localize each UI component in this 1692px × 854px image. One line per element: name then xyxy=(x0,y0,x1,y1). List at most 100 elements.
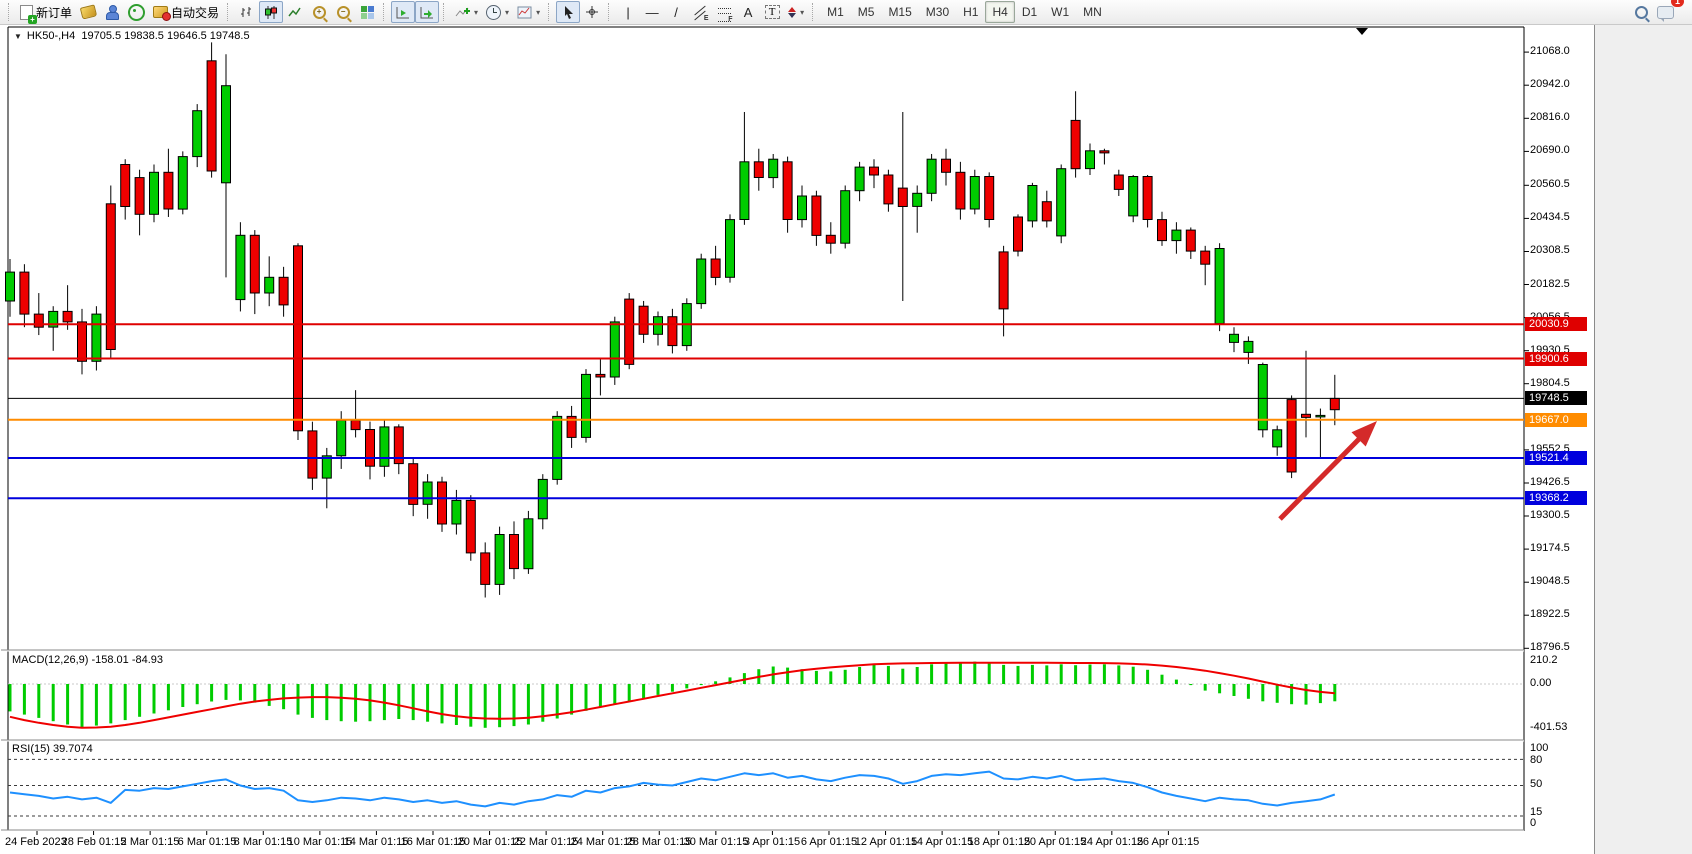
candle xyxy=(62,310,73,323)
candle xyxy=(1157,219,1167,242)
candle xyxy=(581,373,591,438)
candle xyxy=(811,195,822,236)
auto-scroll-button[interactable] xyxy=(391,1,416,23)
clock-icon xyxy=(486,4,502,20)
tf-button-MN[interactable]: MN xyxy=(1083,5,1102,19)
candle xyxy=(408,463,419,505)
line-chart-button[interactable] xyxy=(283,1,307,23)
candle xyxy=(480,552,491,585)
cursor-tool-button[interactable] xyxy=(556,1,581,23)
candle xyxy=(1056,168,1067,237)
tf-button-M1[interactable]: M1 xyxy=(827,5,844,19)
macd-scale-label: 210.2 xyxy=(1530,654,1558,666)
candle xyxy=(1027,185,1038,222)
candle xyxy=(1200,250,1211,265)
auto-trading-label: 自动交易 xyxy=(171,5,220,20)
candle xyxy=(869,166,879,176)
horizontal-line-tool-button[interactable]: — xyxy=(640,1,664,23)
tile-windows-button[interactable] xyxy=(355,1,379,23)
date-label: 14 Apr 01:15 xyxy=(910,836,974,848)
chart-shift-button[interactable] xyxy=(415,1,440,23)
search-button[interactable] xyxy=(1629,1,1653,23)
price-tag-19900.6: 19900.6 xyxy=(1525,352,1587,366)
new-order-icon: + xyxy=(20,4,37,24)
crosshair-tool-button[interactable] xyxy=(580,1,604,23)
signals-button[interactable] xyxy=(124,1,149,23)
price-tick: 20434.5 xyxy=(1530,211,1570,223)
candle xyxy=(1301,413,1311,418)
trendline-tool-button[interactable]: / xyxy=(664,1,688,23)
channel-tool-button[interactable]: E xyxy=(688,1,712,23)
candle xyxy=(1113,174,1124,190)
signal-icon xyxy=(128,3,146,21)
price-tick: 20182.5 xyxy=(1530,278,1570,290)
dropdown-caret-icon: ▾ xyxy=(474,7,479,17)
experts-button[interactable] xyxy=(100,1,124,23)
workspace-background xyxy=(1596,25,1692,854)
candle xyxy=(883,174,894,205)
dropdown-caret-icon: ▾ xyxy=(505,7,510,17)
price-tick: 20308.5 xyxy=(1530,244,1570,256)
candle xyxy=(48,310,59,328)
candle xyxy=(998,251,1009,310)
tf-button-H4[interactable]: H4 xyxy=(985,1,1015,23)
tf-button-M5[interactable]: M5 xyxy=(857,5,875,19)
fibonacci-tool-button[interactable]: F xyxy=(712,1,736,23)
text-icon: A xyxy=(743,4,753,20)
expand-triangle-icon[interactable]: ▼ xyxy=(14,32,22,41)
candle xyxy=(307,430,318,479)
tf-button-H1[interactable]: H1 xyxy=(963,5,979,19)
vertical-line-tool-button[interactable]: | xyxy=(616,1,640,23)
candle xyxy=(1214,248,1225,325)
dropdown-caret-icon: ▾ xyxy=(536,7,541,17)
candle xyxy=(768,158,779,179)
price-tick: 19426.5 xyxy=(1530,476,1570,488)
candle xyxy=(854,166,865,192)
toolbar: + 新订单 自动交易 + − ▾ ▾ xyxy=(0,0,1692,25)
date-label: 18 Apr 01:15 xyxy=(967,836,1031,848)
price-tag-19521.4: 19521.4 xyxy=(1525,451,1587,465)
trendline-icon: / xyxy=(674,4,678,20)
templates-button[interactable]: ▾ xyxy=(513,1,544,23)
candle xyxy=(393,426,404,465)
rsi-scale-label: 15 xyxy=(1530,806,1543,818)
periods-button[interactable]: ▾ xyxy=(482,1,513,23)
bar-chart-button[interactable] xyxy=(235,1,259,23)
candle xyxy=(624,298,635,365)
candle xyxy=(509,534,519,570)
notifications-button[interactable]: 1 xyxy=(1653,0,1684,23)
text-label-tool-button[interactable]: T xyxy=(760,1,784,23)
zoom-in-button[interactable]: + xyxy=(307,1,331,23)
candle xyxy=(782,161,793,221)
text-tool-button[interactable]: A xyxy=(736,1,760,23)
arrows-tool-button[interactable]: ▾ xyxy=(784,1,808,23)
macd-signal-line xyxy=(9,661,1335,729)
toolbar-grip xyxy=(443,3,447,21)
date-label: 24 Apr 01:15 xyxy=(1080,836,1144,848)
tf-button-M30[interactable]: M30 xyxy=(925,5,950,19)
date-label: 20 Mar 01:15 xyxy=(457,836,523,848)
candle xyxy=(609,321,620,378)
indicators-button[interactable]: ▾ xyxy=(451,1,482,23)
price-tick: 19048.5 xyxy=(1530,575,1570,587)
new-order-button[interactable]: + 新订单 xyxy=(16,1,76,24)
candle xyxy=(1329,397,1340,411)
tf-button-M15[interactable]: M15 xyxy=(888,5,912,19)
candle xyxy=(1070,119,1081,170)
auto-trading-button[interactable]: 自动交易 xyxy=(149,1,223,23)
candle xyxy=(19,271,30,315)
price-tag-19667.0: 19667.0 xyxy=(1525,413,1587,427)
zoom-out-button[interactable]: − xyxy=(331,1,355,23)
chart-title: ▼ HK50-,H4 19705.5 19838.5 19646.5 19748.… xyxy=(14,30,250,42)
candle xyxy=(1013,216,1023,252)
notification-badge: 1 xyxy=(1671,0,1684,7)
candlestick-chart-button[interactable] xyxy=(259,1,284,23)
candle xyxy=(667,316,678,347)
equidistant-channel-icon: E xyxy=(694,6,709,22)
candle xyxy=(566,415,577,438)
candle xyxy=(825,234,836,244)
tf-button-W1[interactable]: W1 xyxy=(1051,5,1070,19)
tf-button-D1[interactable]: D1 xyxy=(1021,5,1038,19)
